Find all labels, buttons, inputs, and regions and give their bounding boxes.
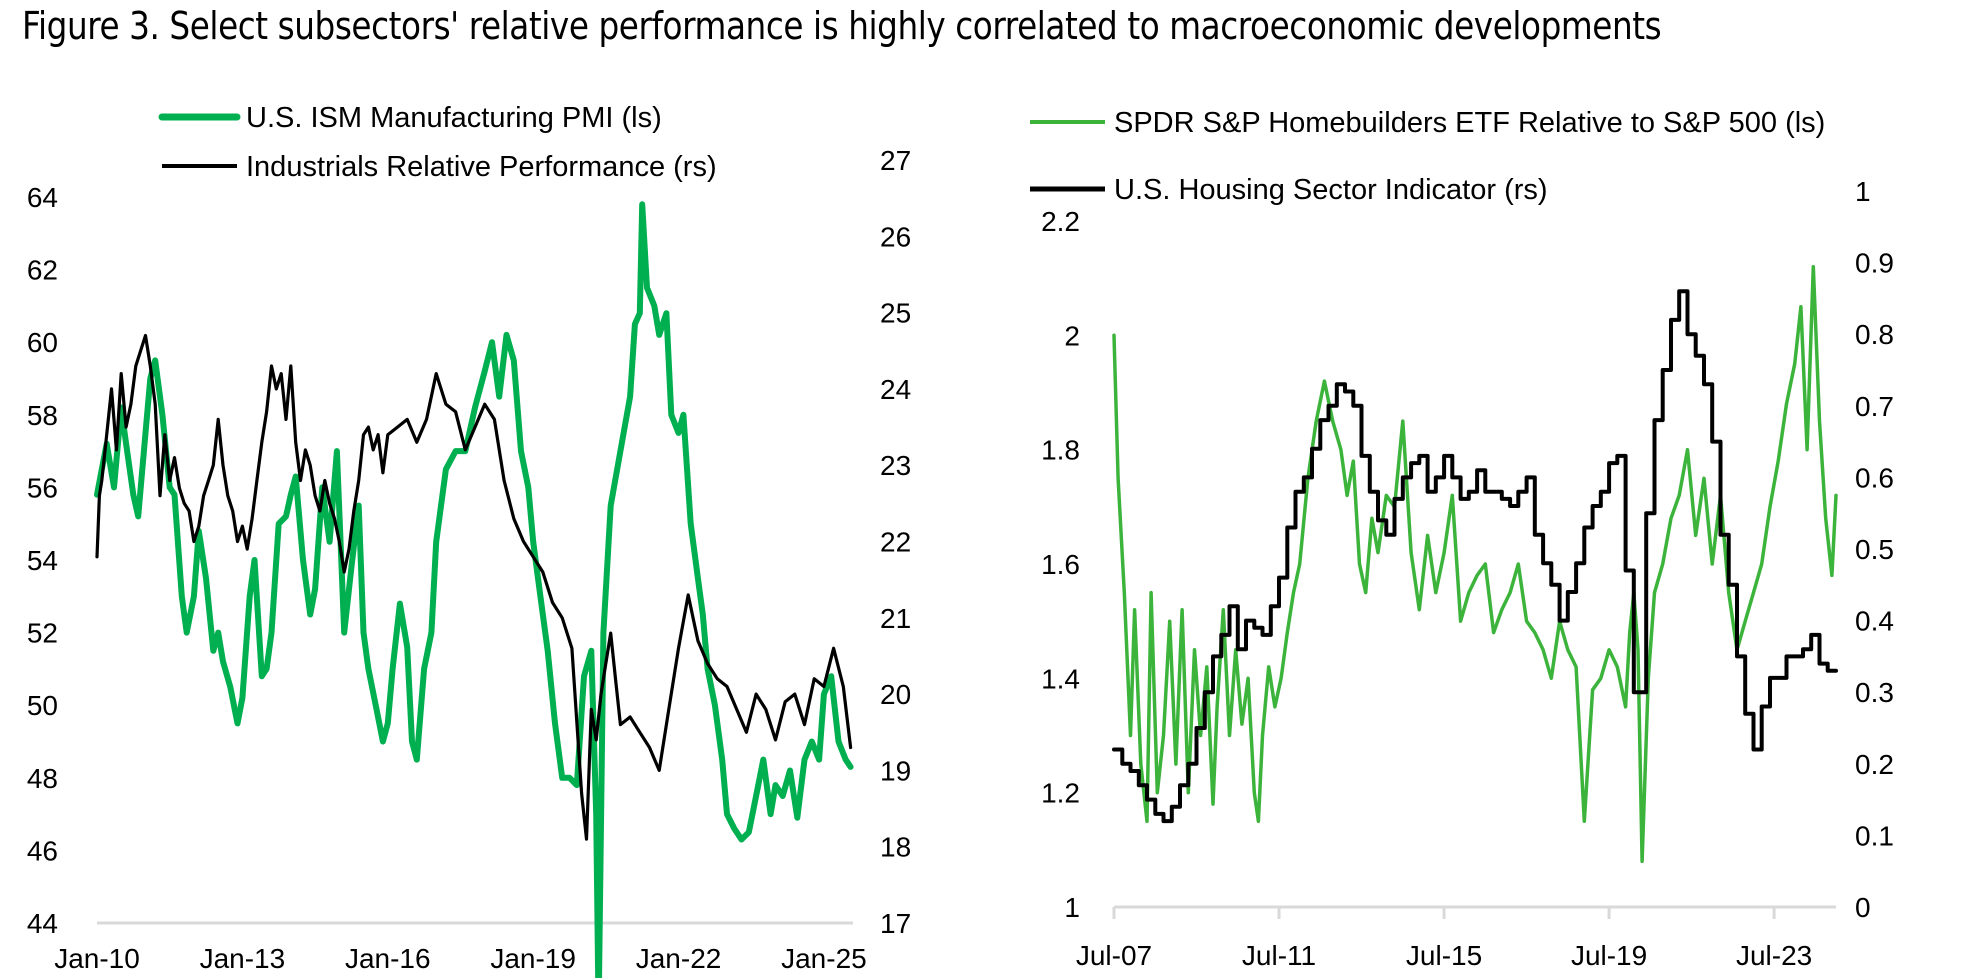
x-tick-label: Jan-19 (490, 943, 576, 974)
series-lines (94, 201, 854, 978)
x-tick-label: Jan-13 (200, 943, 286, 974)
legend-label-industrials: Industrials Relative Performance (rs) (246, 151, 717, 183)
x-axis-ticks: Jan-10 Jan-13 Jan-16 Jan-19 Jan-22 Jan-25 (54, 943, 867, 974)
y-right-tick-label: 26 (880, 221, 911, 252)
y-right-tick-label: 18 (880, 832, 911, 863)
y-right-tick-label: 0.4 (1855, 606, 1894, 637)
y-left-tick-label: 50 (27, 690, 58, 721)
y-left-tick-label: 1.6 (1041, 549, 1080, 580)
y-left-tick-label: 1.8 (1041, 435, 1080, 466)
y-right-tick-label: 25 (880, 298, 911, 329)
y-right-tick-label: 21 (880, 603, 911, 634)
series-lines (1112, 264, 1838, 864)
y-left-tick-label: 1.2 (1041, 778, 1080, 809)
y-right-tick-label: 0.7 (1855, 391, 1894, 422)
y-right-tick-label: 23 (880, 450, 911, 481)
y-right-tick-label: 0.6 (1855, 462, 1894, 493)
y-left-tick-label: 44 (27, 908, 58, 939)
y-left-tick-label: 48 (27, 763, 58, 794)
y-right-tick-label: 24 (880, 374, 911, 405)
figure-title: Figure 3. Select subsectors' relative pe… (22, 4, 1662, 48)
y-right-tick-label: 17 (880, 908, 911, 939)
y-left-tick-label: 56 (27, 472, 58, 503)
y-right-tick-label: 0 (1855, 892, 1871, 923)
y-left-tick-label: 62 (27, 255, 58, 286)
series-line-u-s-ism-manufacturing-pmi-ls (94, 201, 854, 978)
left-y-axis-ticks: 1 1.2 1.4 1.6 1.8 2 2.2 (1041, 206, 1080, 923)
y-left-tick-label: 2 (1064, 320, 1080, 351)
y-left-tick-label: 52 (27, 618, 58, 649)
y-right-tick-label: 1 (1855, 176, 1871, 207)
y-left-tick-label: 54 (27, 545, 58, 576)
legend-label-pmi: U.S. ISM Manufacturing PMI (ls) (246, 102, 662, 134)
series-line-industrials-relative-performance-rs (95, 333, 853, 841)
chart-homebuilders-vs-housing: SPDR S&P Homebuilders ETF Relative to S&… (1030, 107, 1894, 971)
y-right-tick-label: 0.1 (1855, 820, 1894, 851)
y-right-tick-label: 0.8 (1855, 319, 1894, 350)
x-tick-label: Jul-19 (1571, 940, 1647, 971)
series-line-spdr-s-p-homebuilders-etf-relative-to-s-p-500-ls (1112, 264, 1838, 864)
left-y-axis-ticks: 44 46 48 50 52 54 56 58 60 62 64 (27, 182, 58, 939)
y-right-tick-label: 22 (880, 527, 911, 558)
y-right-tick-label: 0.3 (1855, 677, 1894, 708)
x-tick-label: Jul-15 (1406, 940, 1482, 971)
x-tick-label: Jul-07 (1076, 940, 1152, 971)
x-axis-ticks: Jul-07 Jul-11 Jul-15 Jul-19 Jul-23 (1076, 907, 1812, 971)
x-tick-label: Jul-23 (1736, 940, 1812, 971)
legend-label-homebuilders: SPDR S&P Homebuilders ETF Relative to S&… (1114, 107, 1825, 139)
right-y-axis-ticks: 17 18 19 20 21 22 23 24 25 26 27 (880, 145, 911, 939)
y-right-tick-label: 20 (880, 679, 911, 710)
y-left-tick-label: 60 (27, 327, 58, 358)
y-left-tick-label: 58 (27, 400, 58, 431)
x-tick-label: Jan-25 (781, 943, 867, 974)
y-right-tick-label: 0.9 (1855, 248, 1894, 279)
y-right-tick-label: 19 (880, 755, 911, 786)
x-tick-label: Jan-16 (345, 943, 431, 974)
y-left-tick-label: 1.4 (1041, 663, 1080, 694)
y-left-tick-label: 46 (27, 835, 58, 866)
x-tick-label: Jan-22 (636, 943, 722, 974)
legend-label-housing: U.S. Housing Sector Indicator (rs) (1114, 174, 1548, 206)
right-y-axis-ticks: 0 0.1 0.2 0.3 0.4 0.5 0.6 0.7 0.8 0.9 1 (1855, 176, 1894, 923)
y-left-tick-label: 64 (27, 182, 58, 213)
y-right-tick-label: 27 (880, 145, 911, 176)
x-tick-label: Jul-11 (1242, 940, 1316, 971)
x-tick-label: Jan-10 (54, 943, 140, 974)
y-left-tick-label: 2.2 (1041, 206, 1080, 237)
y-left-tick-label: 1 (1064, 892, 1080, 923)
y-right-tick-label: 0.5 (1855, 534, 1894, 565)
y-right-tick-label: 0.2 (1855, 749, 1894, 780)
chart-ism-vs-industrials: U.S. ISM Manufacturing PMI (ls) Industri… (27, 102, 911, 978)
series-line-u-s-housing-sector-indicator-rs (1112, 289, 1838, 824)
